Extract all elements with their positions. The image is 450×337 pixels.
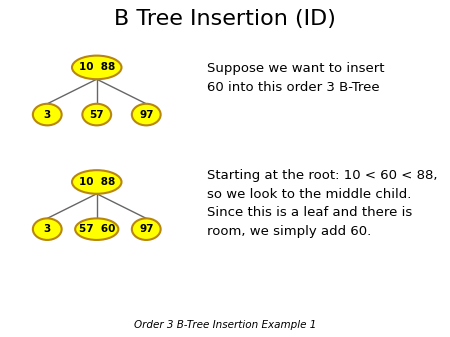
Text: 57: 57 <box>90 110 104 120</box>
Text: B Tree Insertion (ID): B Tree Insertion (ID) <box>114 8 336 29</box>
Text: 10  88: 10 88 <box>79 62 115 72</box>
Ellipse shape <box>132 218 161 240</box>
Text: 3: 3 <box>44 110 51 120</box>
Ellipse shape <box>82 104 111 125</box>
Text: Suppose we want to insert
60 into this order 3 B-Tree: Suppose we want to insert 60 into this o… <box>207 62 384 94</box>
Text: 3: 3 <box>44 224 51 234</box>
Text: 57  60: 57 60 <box>79 224 115 234</box>
Text: Starting at the root: 10 < 60 < 88,
so we look to the middle child.
Since this i: Starting at the root: 10 < 60 < 88, so w… <box>207 168 437 239</box>
Ellipse shape <box>132 104 161 125</box>
Text: 97: 97 <box>139 224 153 234</box>
Ellipse shape <box>75 218 118 240</box>
Text: 97: 97 <box>139 110 153 120</box>
Ellipse shape <box>72 56 122 79</box>
Ellipse shape <box>72 170 122 194</box>
Ellipse shape <box>33 218 62 240</box>
Text: 10  88: 10 88 <box>79 177 115 187</box>
Ellipse shape <box>33 104 62 125</box>
Text: Order 3 B-Tree Insertion Example 1: Order 3 B-Tree Insertion Example 1 <box>134 320 316 330</box>
